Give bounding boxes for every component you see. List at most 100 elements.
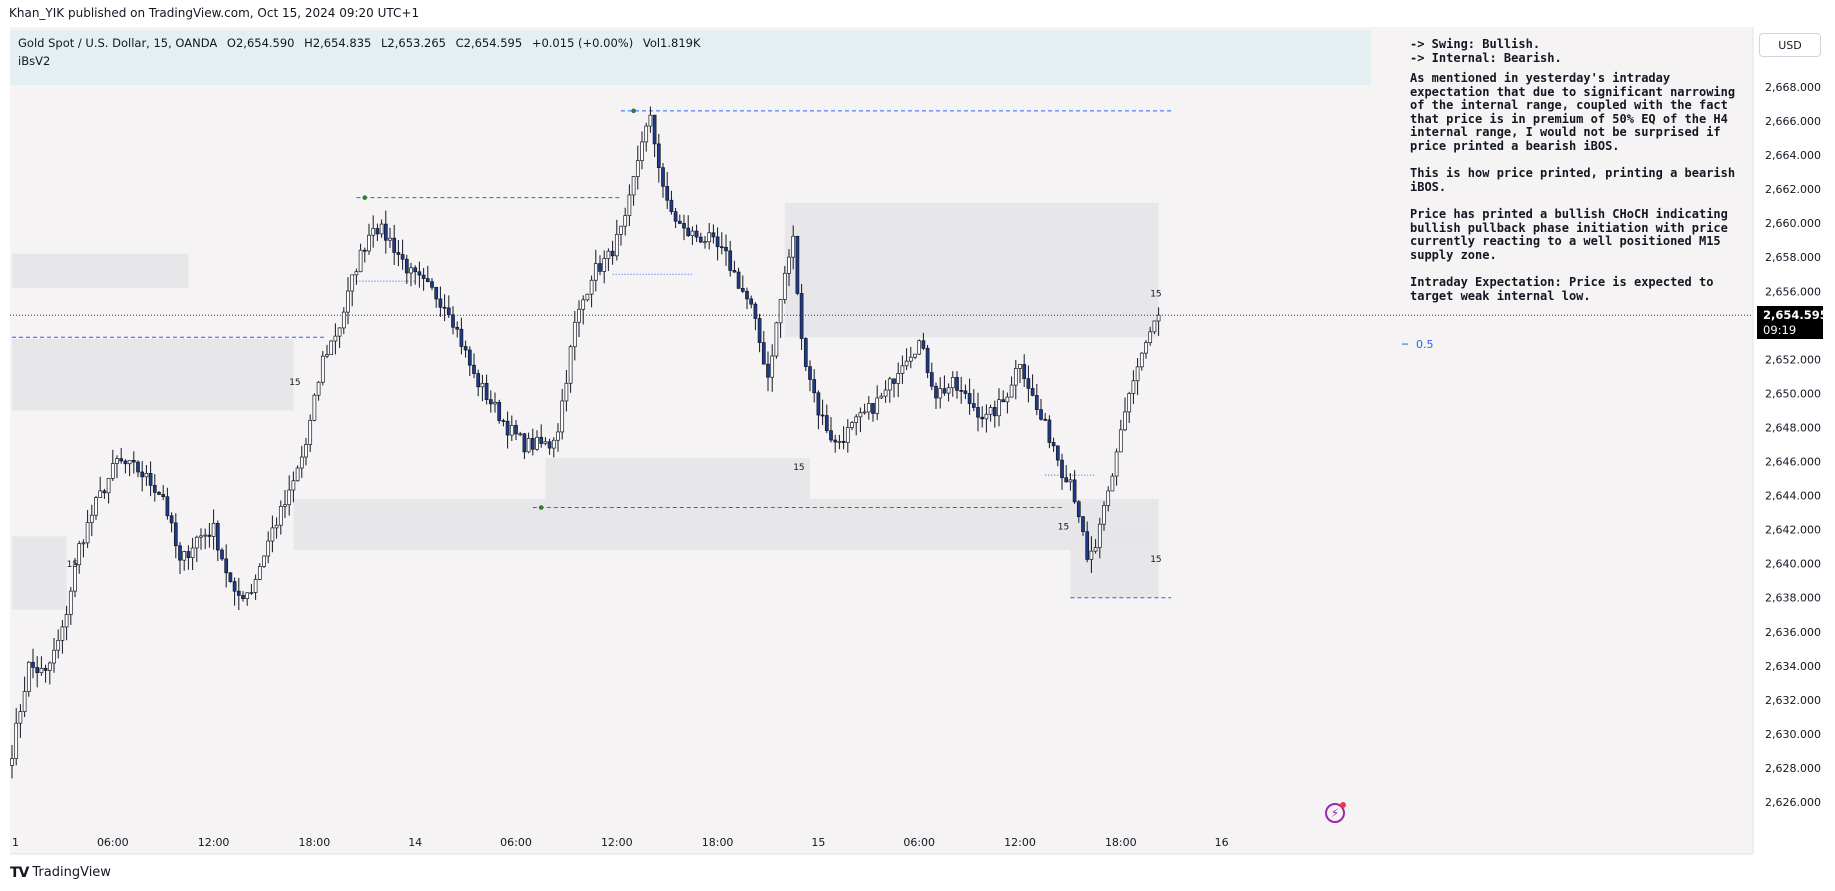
candle <box>1085 521 1090 563</box>
candle-body <box>451 314 455 328</box>
candle-body <box>421 274 426 279</box>
candle-body <box>1110 475 1115 492</box>
candle-body <box>585 293 590 301</box>
candle-body <box>791 235 796 258</box>
candle <box>770 344 775 392</box>
candle-body <box>740 288 745 292</box>
candle <box>26 661 31 697</box>
candle-body <box>400 254 405 260</box>
candle <box>375 223 380 241</box>
candle <box>333 323 338 355</box>
candle-body <box>787 256 791 274</box>
open-value: O2,654.590 <box>226 36 295 50</box>
candle <box>623 207 628 236</box>
candle-body <box>509 425 514 436</box>
candle <box>661 162 665 198</box>
candle <box>1139 352 1144 371</box>
supply-demand-zone-0 <box>12 253 189 288</box>
candle-body <box>854 416 859 423</box>
supply-demand-zone-1 <box>12 338 294 411</box>
candle-body <box>795 235 800 294</box>
candle <box>652 114 657 158</box>
candle-body <box>472 364 476 374</box>
time-tick-label: 12:00 <box>1004 836 1036 849</box>
candle-body <box>26 661 31 692</box>
candle-body <box>308 419 313 445</box>
candle <box>883 380 888 403</box>
candle <box>1043 412 1048 422</box>
candle-body <box>106 477 111 494</box>
candle-body <box>514 425 518 435</box>
candle <box>253 574 258 600</box>
price-axis[interactable]: 2,668.000 2,666.000 2,664.000 2,662.000 2,66… <box>1765 81 1821 809</box>
candle <box>1123 397 1127 432</box>
candle-body <box>493 401 497 405</box>
tradingview-footer[interactable]: TV TradingView <box>10 864 111 882</box>
candle <box>858 407 863 433</box>
swing-bias: -> Swing: Bullish. <box>1410 37 1541 51</box>
candle <box>434 286 439 308</box>
candle-body <box>568 346 573 384</box>
candle-body <box>959 390 964 392</box>
candle <box>728 240 733 277</box>
candle <box>358 243 363 273</box>
candle-body <box>505 420 510 436</box>
candle <box>522 432 527 460</box>
candle <box>152 474 157 502</box>
candle-body <box>644 125 649 143</box>
candle <box>1102 501 1106 531</box>
candle <box>556 423 560 452</box>
time-axis[interactable]: 1 06:00 12:00 18:00 14 06:00 12:00 18:00 15 06:00… <box>12 836 1229 849</box>
candle <box>228 571 233 583</box>
candle <box>677 214 682 225</box>
price-chart[interactable]: 15 15 15 15 15 15 0.5 2,668.000 2,666.000 2,664.… <box>0 27 1835 860</box>
candle <box>224 544 229 588</box>
candle-body <box>1081 516 1085 532</box>
candle-body <box>719 246 724 249</box>
currency-button[interactable]: USD <box>1759 33 1821 57</box>
candle <box>984 404 989 433</box>
candle <box>913 353 917 360</box>
candle-body <box>236 590 241 596</box>
candle-body <box>598 263 602 272</box>
notification-dot <box>1340 802 1346 808</box>
candle <box>816 390 821 430</box>
candle-body <box>564 382 569 402</box>
candle-body <box>18 711 23 724</box>
candle-body <box>480 382 485 388</box>
price-tick-label: 2,632.000 <box>1765 694 1821 707</box>
candle-body <box>917 340 922 355</box>
symbol-name[interactable]: Gold Spot / U.S. Dollar, 15, OANDA <box>18 36 218 50</box>
candle-body <box>1039 409 1043 420</box>
candle <box>18 704 23 738</box>
candle-body <box>1026 378 1031 389</box>
price-tick-label: 2,644.000 <box>1765 490 1821 503</box>
candle <box>467 346 472 376</box>
candle-body <box>908 356 913 362</box>
candle-body <box>383 223 388 241</box>
indicator-name[interactable]: iBsV2 <box>18 54 51 68</box>
candle-body <box>883 389 888 397</box>
candle-body <box>232 581 237 592</box>
price-tick-label: 2,636.000 <box>1765 626 1821 639</box>
candle <box>1089 536 1094 573</box>
candle-body <box>165 496 170 517</box>
candle-body <box>1106 490 1111 506</box>
candle-body <box>459 328 464 347</box>
candle <box>644 122 649 152</box>
candle-body <box>501 420 506 422</box>
candle <box>959 376 964 404</box>
candle <box>1009 376 1014 398</box>
candle-body <box>152 485 157 493</box>
candle <box>673 207 678 229</box>
candle <box>799 283 804 350</box>
candle <box>703 236 707 249</box>
candle-body <box>782 272 787 300</box>
lightning-icon[interactable]: ⚡ <box>1325 802 1346 823</box>
price-tick-label: 2,646.000 <box>1765 456 1821 469</box>
supply-demand-zone-5 <box>784 202 1159 338</box>
candle <box>614 219 619 261</box>
candle <box>514 420 518 440</box>
candle-body <box>833 439 838 443</box>
candle-body <box>1001 399 1006 403</box>
